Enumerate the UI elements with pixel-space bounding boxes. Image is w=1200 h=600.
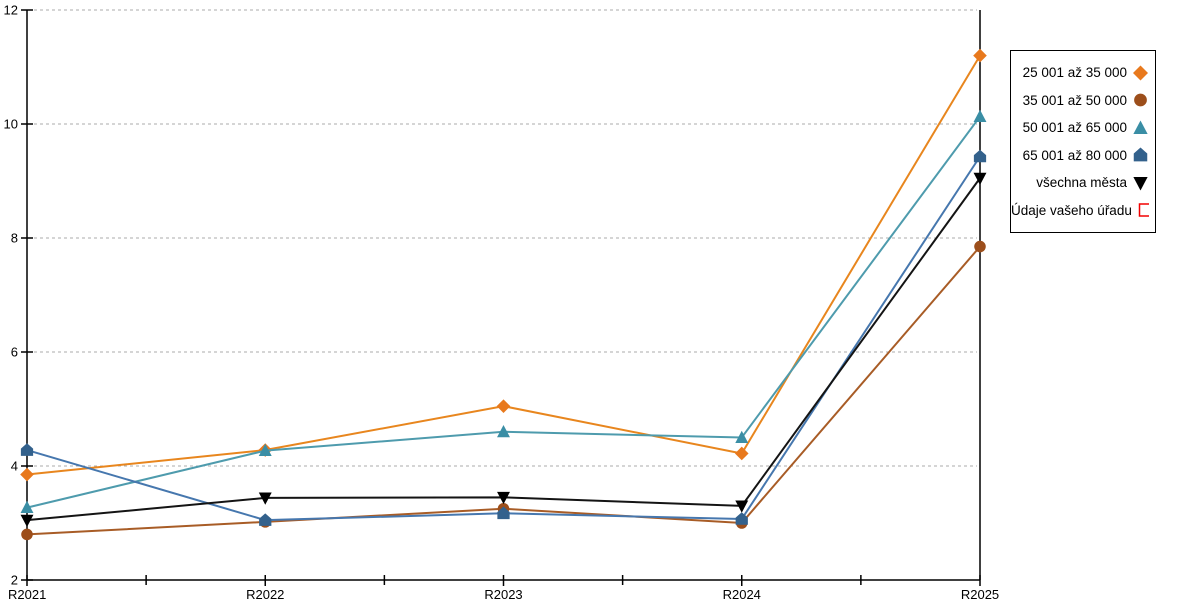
triangle-up-icon: [20, 500, 34, 514]
diamond-icon: [20, 467, 34, 482]
legend-item-label: 50 001 až 65 000: [1022, 120, 1127, 136]
legend-item-label: všechna města: [1036, 175, 1127, 191]
triangle-up-icon: [497, 425, 510, 438]
circle-icon: [21, 528, 33, 541]
legend-item-1: 35 001 až 50 000: [1011, 92, 1155, 108]
triangle-up-icon: [258, 443, 272, 457]
legend-item-label: 35 001 až 50 000: [1022, 92, 1127, 108]
pentagon-icon: [973, 149, 987, 163]
legend-item-0: 25 001 až 35 000: [1011, 65, 1155, 81]
triangle-up-icon: [973, 109, 987, 123]
pentagon-icon: [497, 506, 510, 520]
pentagon-icon: [20, 443, 34, 456]
series-line-4: [26, 177, 981, 522]
triangle-down-icon: [497, 491, 510, 505]
y-tick-label: 4: [11, 459, 18, 474]
legend-item-label: 25 001 až 35 000: [1022, 65, 1127, 81]
x-tick-label: R2023: [484, 587, 522, 600]
pentagon-icon: [735, 512, 748, 525]
circle-icon: [1134, 93, 1147, 107]
y-tick-label: 2: [11, 573, 18, 588]
triangle-down-icon: [258, 492, 272, 505]
diamond-icon: [1133, 65, 1148, 81]
square-open-icon: [1138, 203, 1149, 218]
diamond-icon: [496, 399, 511, 413]
x-tick-label: R2025: [961, 587, 999, 600]
y-tick-label: 8: [11, 231, 18, 246]
x-tick-label: R2022: [246, 587, 284, 600]
triangle-down-icon: [1133, 176, 1148, 191]
legend-item-5: Údaje vašeho úřadu: [1011, 202, 1155, 218]
legend-item-2: 50 001 až 65 000: [1011, 120, 1155, 136]
legend: 25 001 až 35 000 35 001 až 50 000 50 001 a…: [1010, 50, 1156, 233]
series-line-2: [26, 115, 981, 509]
triangle-up-icon: [735, 430, 749, 443]
y-tick-label: 10: [4, 117, 18, 132]
diamond-icon: [973, 48, 987, 63]
pentagon-icon: [259, 513, 272, 526]
y-tick-label: 6: [11, 345, 18, 360]
x-tick-label: R2021: [8, 587, 46, 600]
legend-item-label: Údaje vašeho úřadu: [1011, 202, 1132, 218]
legend-item-4: všechna města: [1011, 175, 1155, 191]
triangle-down-icon: [973, 172, 987, 185]
triangle-down-icon: [735, 500, 749, 513]
x-tick-label: R2024: [723, 587, 761, 600]
pentagon-icon: [1133, 147, 1148, 162]
legend-item-label: 65 001 až 80 000: [1022, 147, 1127, 163]
diamond-icon: [734, 446, 749, 461]
circle-icon: [974, 240, 986, 253]
y-tick-label: 12: [4, 3, 18, 18]
triangle-up-icon: [1133, 120, 1148, 134]
legend-item-3: 65 001 až 80 000: [1011, 147, 1155, 163]
triangle-down-icon: [20, 514, 34, 527]
